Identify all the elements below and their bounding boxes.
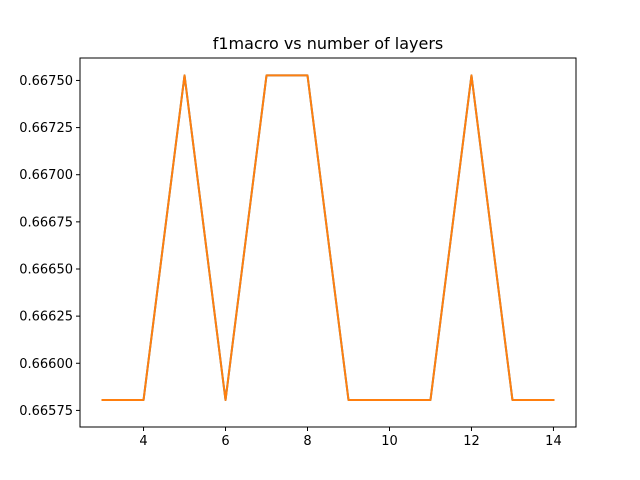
x-tick-label: 10 — [381, 434, 398, 449]
series-line-2 — [101, 74, 555, 402]
plot-frame — [79, 57, 577, 428]
axes-layer: 4 6 8 10 12 14 0.66575 0.66600 0.66625 0.66650 0.6… — [19, 57, 577, 449]
x-tick-label: 6 — [221, 434, 229, 449]
x-tick-label: 4 — [139, 434, 147, 449]
y-tick-label: 0.66600 — [19, 357, 73, 372]
x-tick-label: 12 — [463, 434, 480, 449]
y-tick-label: 0.66675 — [19, 215, 73, 230]
y-tick-label: 0.66625 — [19, 310, 73, 325]
x-tick-label: 14 — [545, 434, 562, 449]
chart-title: f1macro vs number of layers — [213, 34, 444, 53]
x-tick-label: 8 — [303, 434, 311, 449]
series-layer — [101, 74, 555, 402]
y-tick-label: 0.66650 — [19, 262, 73, 277]
y-tick-label: 0.66575 — [19, 404, 73, 419]
y-tick-label: 0.66700 — [19, 168, 73, 183]
y-tick-label: 0.66725 — [19, 121, 73, 136]
y-tick-label: 0.66750 — [19, 74, 73, 89]
